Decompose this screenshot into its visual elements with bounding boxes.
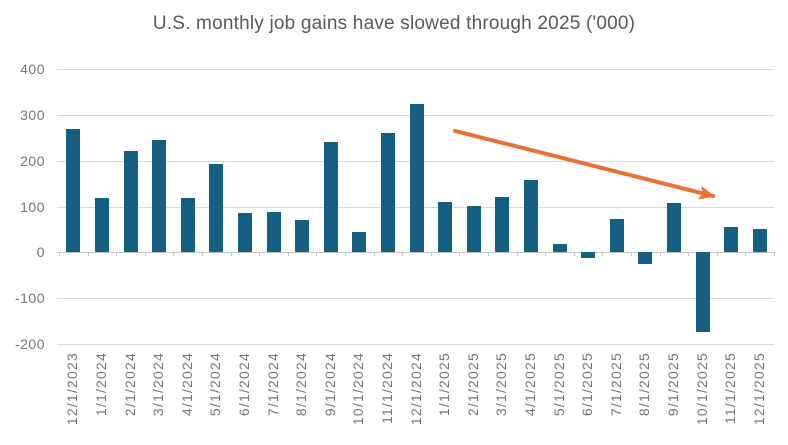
axis-tick <box>716 252 718 257</box>
axis-tick <box>116 252 118 257</box>
bar <box>581 252 596 259</box>
bar <box>666 203 681 253</box>
x-axis-tick-label: 9/1/2025 <box>664 352 681 417</box>
x-axis-tick-label: 11/1/2024 <box>378 352 395 425</box>
axis-tick <box>144 252 146 257</box>
bar <box>209 163 224 253</box>
x-axis-tick-label: 12/1/2025 <box>750 352 767 426</box>
y-axis-tick-label: -200 <box>14 336 45 352</box>
axis-tick <box>259 252 261 257</box>
bar <box>152 139 167 253</box>
bar <box>466 205 481 253</box>
x-axis-tick-label: 7/1/2025 <box>607 352 624 417</box>
bar <box>266 212 281 253</box>
bar <box>724 226 739 253</box>
x-axis-tick-label: 6/1/2024 <box>235 352 252 417</box>
axis-tick <box>402 252 404 257</box>
y-axis-tick-label: -100 <box>14 290 45 307</box>
x-axis-tick-label: 10/1/2025 <box>693 352 710 426</box>
bar <box>695 252 710 333</box>
bar <box>609 219 624 253</box>
x-axis-tick-label: 12/1/2023 <box>64 352 81 426</box>
bar <box>380 132 395 253</box>
x-axis-tick-label: 3/1/2024 <box>150 352 167 417</box>
axis-tick <box>573 252 575 257</box>
x-axis-tick-label: 8/1/2025 <box>636 352 653 417</box>
axis-tick <box>745 252 747 257</box>
x-axis-line <box>57 252 774 254</box>
bar <box>352 232 367 253</box>
axis-tick <box>316 252 318 257</box>
axis-tick <box>545 252 547 257</box>
bar <box>180 198 195 253</box>
bar <box>295 219 310 253</box>
axis-tick <box>230 252 232 257</box>
bar <box>94 197 109 253</box>
axis-tick <box>87 252 89 257</box>
axis-tick <box>602 252 604 257</box>
axis-tick <box>774 252 775 257</box>
axis-tick <box>659 252 661 257</box>
axis-tick <box>59 252 60 257</box>
y-axis-tick-label: 400 <box>20 61 45 77</box>
x-axis-tick-label: 11/1/2025 <box>722 352 739 425</box>
axis-tick <box>173 252 175 257</box>
x-axis-tick-label: 2/1/2025 <box>464 352 481 417</box>
bar <box>123 150 138 253</box>
x-axis-tick-label: 7/1/2024 <box>264 352 281 417</box>
axis-tick <box>631 252 632 257</box>
gridline <box>57 69 774 70</box>
x-axis-tick-label: 5/1/2024 <box>207 352 224 417</box>
chart-title: U.S. monthly job gains have slowed throu… <box>152 13 636 34</box>
x-axis-tick-label: 5/1/2025 <box>550 352 567 417</box>
bar <box>438 201 453 253</box>
x-axis-tick-label: 8/1/2024 <box>293 352 310 417</box>
axis-tick <box>688 252 690 257</box>
axis-tick <box>488 252 489 257</box>
y-axis-tick-label: 100 <box>20 198 45 215</box>
y-axis-tick-label: 200 <box>20 152 45 169</box>
axis-tick <box>516 252 518 257</box>
bar <box>237 212 252 253</box>
bar <box>638 252 653 265</box>
x-axis-tick-label: 12/1/2024 <box>407 352 424 426</box>
x-axis-tick-label: 4/1/2024 <box>178 352 195 417</box>
bar <box>323 142 338 253</box>
bar <box>552 243 567 253</box>
axis-tick <box>459 252 461 257</box>
x-axis-tick-label: 10/1/2024 <box>350 352 367 426</box>
trend-arrow-line <box>453 128 716 200</box>
gridline <box>57 298 774 300</box>
x-axis-tick-label: 4/1/2025 <box>521 352 538 417</box>
x-axis-tick-label: 3/1/2025 <box>493 352 510 417</box>
x-axis-tick-label: 2/1/2024 <box>121 352 138 417</box>
x-axis-tick-label: 1/1/2024 <box>92 352 109 417</box>
y-axis-tick-label: 300 <box>20 106 45 123</box>
y-axis-tick-label: 0 <box>36 244 45 261</box>
bar <box>409 104 424 253</box>
bar <box>66 129 81 253</box>
bar <box>495 197 510 253</box>
x-axis-tick-label: 9/1/2024 <box>321 352 338 417</box>
axis-tick <box>373 252 375 257</box>
x-axis-tick-label: 6/1/2025 <box>579 352 596 417</box>
axis-tick <box>202 252 203 257</box>
x-axis-tick-label: 1/1/2025 <box>436 352 453 417</box>
bar <box>523 179 538 253</box>
axis-tick <box>430 252 432 257</box>
bar <box>752 229 767 253</box>
gridline <box>57 344 774 345</box>
axis-tick <box>345 252 346 257</box>
axis-tick <box>287 252 289 257</box>
